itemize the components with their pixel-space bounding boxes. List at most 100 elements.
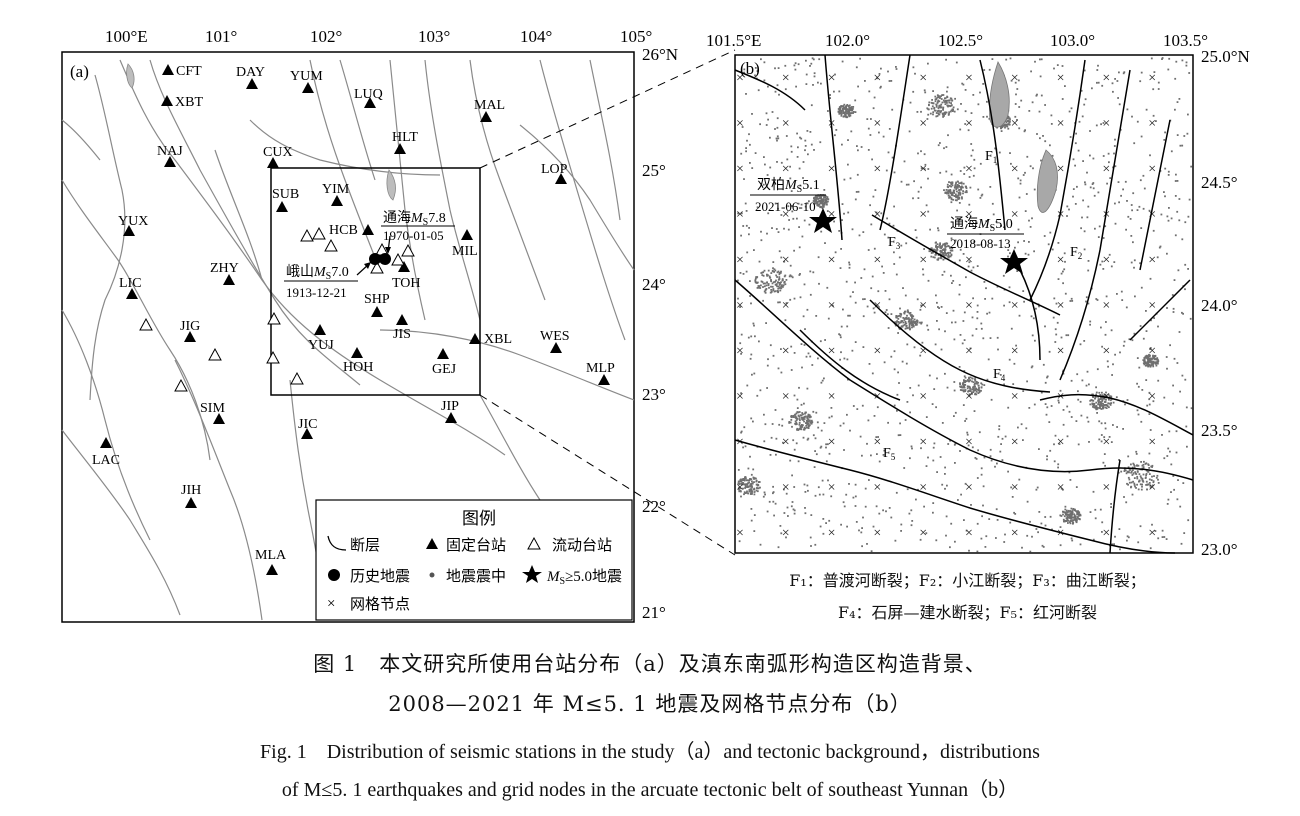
epicenter-dot: [789, 274, 792, 277]
epicenter-dot: [854, 111, 857, 113]
epicenter-dot: [986, 100, 988, 103]
epicenter-dot: [1137, 464, 1140, 467]
epicenter-dot: [1166, 455, 1169, 457]
epicenter-dot: [1139, 475, 1142, 478]
epicenter-dot: [1096, 81, 1098, 84]
epicenter-dot: [949, 255, 952, 258]
lat-tick: 24°: [642, 275, 666, 294]
epicenter-dot: [804, 411, 807, 414]
epicenter-dot: [969, 186, 972, 189]
epicenter-dot: [953, 415, 955, 417]
station-LIC: LIC: [119, 276, 142, 299]
epicenter-dot: [782, 286, 784, 288]
epicenter-dot: [838, 333, 840, 336]
epicenter-dot: [903, 319, 906, 321]
epicenter-dot: [887, 70, 889, 73]
epicenter-dot: [1168, 207, 1170, 209]
epicenter-dot: [958, 197, 961, 200]
epicenter-dot: [829, 97, 831, 99]
epicenter-dot: [774, 90, 777, 93]
epicenter-dot: [787, 228, 790, 231]
epicenter-dot: [952, 106, 955, 109]
epicenter-dot: [958, 189, 960, 192]
epicenter-dot: [1167, 170, 1170, 173]
epicenter-dot: [975, 458, 978, 460]
epicenter-dot: [861, 454, 863, 457]
epicenter-dot: [888, 128, 891, 130]
epicenter-dot: [942, 107, 944, 110]
epicenter-dot: [775, 279, 777, 282]
grid-node: ×: [1057, 299, 1065, 314]
epicenter-dot: [838, 112, 841, 115]
epicenter-dot: [998, 425, 1001, 427]
epicenter-dot: [936, 320, 938, 322]
epicenter-dot: [790, 145, 793, 148]
epicenter-dot: [956, 184, 959, 186]
epicenter-dot: [947, 192, 950, 195]
epicenter-dot: [908, 512, 911, 515]
epicenter-dot: [783, 281, 786, 284]
epicenter-dot: [965, 529, 968, 532]
epicenter-dot: [854, 341, 857, 343]
epicenter-dot: [897, 321, 900, 323]
epicenter-dot: [749, 295, 751, 297]
epicenter-dot: [859, 435, 862, 438]
epicenter-dot: [958, 196, 961, 199]
epicenter-dot: [772, 289, 775, 292]
epicenter-dot: [988, 311, 991, 314]
epicenter-dot: [933, 109, 936, 112]
epicenter-dot: [906, 488, 909, 491]
epicenter-dot: [813, 202, 815, 205]
epicenter-dot: [812, 410, 815, 413]
epicenter-dot: [904, 323, 906, 326]
epicenter-dot: [1064, 512, 1067, 515]
epicenter-dot: [1142, 480, 1145, 483]
epicenter-dot: [769, 166, 772, 169]
epicenter-dot: [1149, 486, 1152, 489]
grid-node: ×: [919, 435, 927, 450]
epicenter-dot: [1127, 476, 1130, 479]
epicenter-dot: [1028, 241, 1030, 243]
epicenter-dot: [820, 206, 823, 208]
epicenter-dot: [852, 112, 854, 114]
epicenter-dot: [927, 168, 930, 170]
epicenter-dot: [1065, 520, 1068, 522]
epicenter-dot: [803, 344, 806, 346]
epicenter-dot: [840, 114, 843, 117]
epicenter-dot: [1083, 103, 1086, 106]
epicenter-dot: [1150, 57, 1153, 60]
epicenter-dot: [1146, 483, 1148, 486]
epicenter-dot: [815, 199, 818, 202]
epicenter-dot: [849, 295, 852, 298]
epicenter-dot: [1141, 485, 1143, 488]
epicenter-dot: [814, 202, 817, 205]
epicenter-dot: [985, 535, 988, 538]
epicenter-dot: [1056, 321, 1059, 324]
epicenter-dot: [900, 530, 902, 532]
epicenter-dot: [1075, 518, 1078, 521]
fault-legend-line2: F₄：石屏—建水断裂；F₅：红河断裂: [837, 603, 1098, 622]
epicenter-dot: [810, 419, 813, 422]
epicenter-dot: [876, 453, 878, 455]
epicenter-dot: [738, 483, 741, 485]
epicenter-dot: [1157, 379, 1160, 382]
epicenter-dot: [1115, 396, 1118, 399]
epicenter-dot: [1104, 394, 1107, 396]
epicenter-dot: [794, 420, 797, 423]
epicenter-dot: [743, 478, 746, 481]
epicenter-dot: [824, 196, 827, 199]
epicenter-dot: [1007, 470, 1009, 473]
epicenter-dot: [1142, 174, 1145, 177]
star-shuangbai: [809, 208, 837, 233]
epicenter-dot: [1101, 260, 1104, 263]
epicenter-dot: [852, 405, 855, 407]
epicenter-dot: [923, 248, 925, 250]
epicenter-dot: [1050, 405, 1053, 407]
epicenter-dot: [1109, 399, 1112, 402]
epicenter-dot: [1083, 340, 1086, 342]
epicenter-dot: [948, 113, 950, 115]
epicenter-dot: [980, 322, 983, 325]
fault-symbol-icon: [327, 535, 347, 551]
epicenter-dot: [1077, 398, 1080, 401]
epicenter-dot: [1074, 518, 1077, 521]
